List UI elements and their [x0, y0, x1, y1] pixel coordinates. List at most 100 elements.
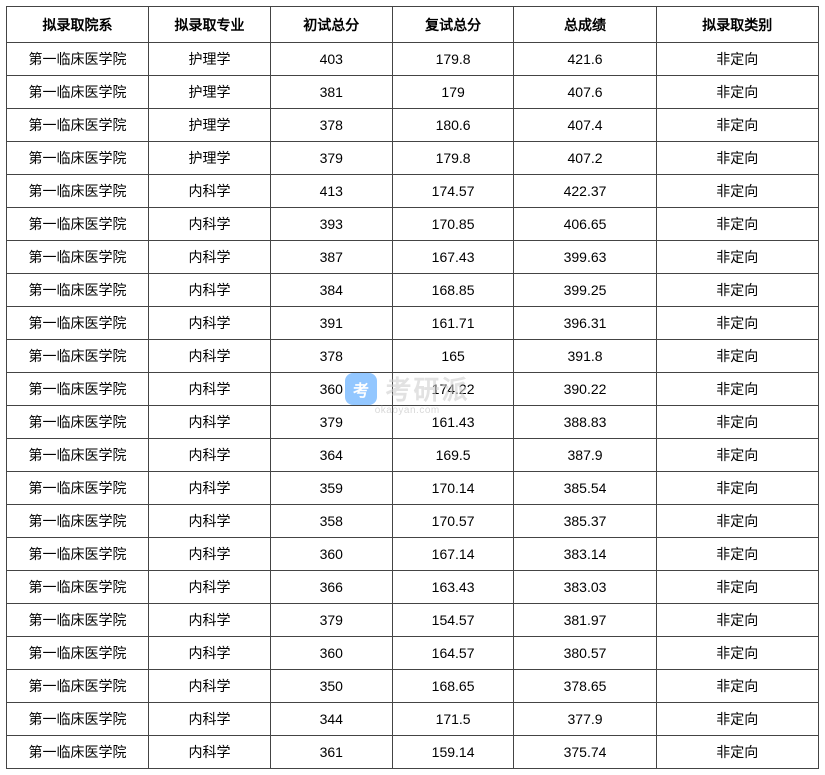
cell-dept: 第一临床医学院 [7, 274, 149, 307]
table-row: 第一临床医学院护理学378180.6407.4非定向 [7, 109, 819, 142]
cell-type: 非定向 [656, 472, 818, 505]
cell-dept: 第一临床医学院 [7, 142, 149, 175]
cell-prelim: 361 [270, 736, 392, 769]
cell-retest: 165 [392, 340, 514, 373]
cell-prelim: 360 [270, 637, 392, 670]
cell-total: 375.74 [514, 736, 656, 769]
cell-major: 内科学 [149, 241, 271, 274]
cell-dept: 第一临床医学院 [7, 538, 149, 571]
cell-total: 396.31 [514, 307, 656, 340]
cell-total: 399.63 [514, 241, 656, 274]
cell-major: 内科学 [149, 637, 271, 670]
cell-dept: 第一临床医学院 [7, 439, 149, 472]
cell-major: 内科学 [149, 175, 271, 208]
cell-retest: 161.43 [392, 406, 514, 439]
cell-retest: 159.14 [392, 736, 514, 769]
cell-prelim: 358 [270, 505, 392, 538]
table-row: 第一临床医学院护理学381179407.6非定向 [7, 76, 819, 109]
cell-retest: 174.22 [392, 373, 514, 406]
table-row: 第一临床医学院护理学379179.8407.2非定向 [7, 142, 819, 175]
admission-table: 拟录取院系 拟录取专业 初试总分 复试总分 总成绩 拟录取类别 第一临床医学院护… [6, 6, 819, 769]
cell-dept: 第一临床医学院 [7, 604, 149, 637]
cell-total: 381.97 [514, 604, 656, 637]
table-row: 第一临床医学院内科学359170.14385.54非定向 [7, 472, 819, 505]
cell-total: 383.03 [514, 571, 656, 604]
cell-total: 380.57 [514, 637, 656, 670]
cell-major: 内科学 [149, 505, 271, 538]
cell-total: 378.65 [514, 670, 656, 703]
table-row: 第一临床医学院内科学360167.14383.14非定向 [7, 538, 819, 571]
cell-retest: 170.14 [392, 472, 514, 505]
header-total: 总成绩 [514, 7, 656, 43]
cell-prelim: 387 [270, 241, 392, 274]
table-row: 第一临床医学院内科学378165391.8非定向 [7, 340, 819, 373]
header-major: 拟录取专业 [149, 7, 271, 43]
cell-retest: 161.71 [392, 307, 514, 340]
cell-major: 内科学 [149, 571, 271, 604]
cell-total: 387.9 [514, 439, 656, 472]
cell-retest: 168.65 [392, 670, 514, 703]
cell-total: 388.83 [514, 406, 656, 439]
cell-major: 内科学 [149, 538, 271, 571]
cell-total: 385.37 [514, 505, 656, 538]
cell-prelim: 379 [270, 406, 392, 439]
cell-type: 非定向 [656, 505, 818, 538]
cell-type: 非定向 [656, 637, 818, 670]
cell-dept: 第一临床医学院 [7, 109, 149, 142]
cell-prelim: 378 [270, 340, 392, 373]
cell-dept: 第一临床医学院 [7, 175, 149, 208]
table-row: 第一临床医学院内科学358170.57385.37非定向 [7, 505, 819, 538]
cell-dept: 第一临床医学院 [7, 670, 149, 703]
cell-prelim: 378 [270, 109, 392, 142]
cell-major: 内科学 [149, 406, 271, 439]
table-row: 第一临床医学院内科学387167.43399.63非定向 [7, 241, 819, 274]
table-row: 第一临床医学院内科学360174.22390.22非定向 [7, 373, 819, 406]
table-row: 第一临床医学院内科学379161.43388.83非定向 [7, 406, 819, 439]
table-row: 第一临床医学院内科学361159.14375.74非定向 [7, 736, 819, 769]
table-row: 第一临床医学院护理学403179.8421.6非定向 [7, 43, 819, 76]
cell-prelim: 364 [270, 439, 392, 472]
cell-total: 383.14 [514, 538, 656, 571]
cell-retest: 168.85 [392, 274, 514, 307]
cell-retest: 164.57 [392, 637, 514, 670]
cell-total: 422.37 [514, 175, 656, 208]
cell-total: 377.9 [514, 703, 656, 736]
cell-major: 护理学 [149, 43, 271, 76]
cell-retest: 169.5 [392, 439, 514, 472]
cell-major: 内科学 [149, 340, 271, 373]
cell-type: 非定向 [656, 571, 818, 604]
cell-major: 内科学 [149, 307, 271, 340]
cell-retest: 174.57 [392, 175, 514, 208]
cell-total: 391.8 [514, 340, 656, 373]
cell-major: 内科学 [149, 604, 271, 637]
cell-type: 非定向 [656, 175, 818, 208]
cell-major: 内科学 [149, 670, 271, 703]
cell-dept: 第一临床医学院 [7, 307, 149, 340]
cell-total: 385.54 [514, 472, 656, 505]
cell-type: 非定向 [656, 340, 818, 373]
cell-dept: 第一临床医学院 [7, 736, 149, 769]
cell-dept: 第一临床医学院 [7, 406, 149, 439]
cell-type: 非定向 [656, 43, 818, 76]
table-row: 第一临床医学院内科学350168.65378.65非定向 [7, 670, 819, 703]
cell-type: 非定向 [656, 736, 818, 769]
cell-retest: 167.43 [392, 241, 514, 274]
cell-major: 内科学 [149, 472, 271, 505]
cell-prelim: 360 [270, 373, 392, 406]
cell-type: 非定向 [656, 373, 818, 406]
table-row: 第一临床医学院内科学391161.71396.31非定向 [7, 307, 819, 340]
cell-prelim: 350 [270, 670, 392, 703]
cell-type: 非定向 [656, 604, 818, 637]
cell-type: 非定向 [656, 670, 818, 703]
cell-total: 407.2 [514, 142, 656, 175]
cell-type: 非定向 [656, 307, 818, 340]
cell-major: 护理学 [149, 142, 271, 175]
header-retest: 复试总分 [392, 7, 514, 43]
table-header: 拟录取院系 拟录取专业 初试总分 复试总分 总成绩 拟录取类别 [7, 7, 819, 43]
cell-type: 非定向 [656, 76, 818, 109]
cell-prelim: 393 [270, 208, 392, 241]
cell-prelim: 366 [270, 571, 392, 604]
cell-retest: 170.57 [392, 505, 514, 538]
cell-total: 421.6 [514, 43, 656, 76]
cell-total: 390.22 [514, 373, 656, 406]
